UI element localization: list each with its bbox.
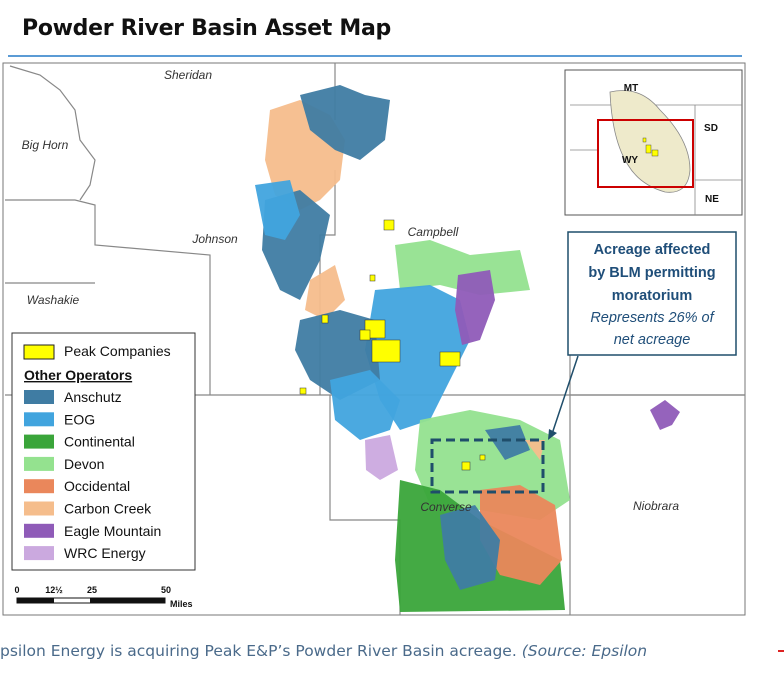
caption: psilon Energy is acquiring Peak E&P’s Po… <box>0 642 784 680</box>
peak-acreage <box>383 219 395 231</box>
peak-acreage <box>479 454 486 461</box>
county-label: Campbell <box>408 225 459 239</box>
peak-acreage <box>359 329 371 341</box>
legend-swatch <box>24 501 54 516</box>
legend-label: Carbon Creek <box>64 501 152 517</box>
acreage-area <box>305 265 345 320</box>
caption-source: (Source: Epsilon <box>521 642 648 660</box>
inset-map: MT SD WY NE <box>564 69 743 216</box>
peak-acreage <box>371 339 401 363</box>
inset-highlight <box>597 119 694 188</box>
acreage-area <box>440 505 500 590</box>
operator-acreage <box>255 85 680 612</box>
scale-label: 50 <box>161 585 171 595</box>
inset-acreage <box>642 137 659 157</box>
county-label: Niobrara <box>633 499 679 513</box>
county-label: Sheridan <box>164 68 212 82</box>
callout-text: net acreage <box>614 332 691 348</box>
acreage-area <box>255 180 300 240</box>
peak-acreage <box>461 461 471 471</box>
legend: Peak Companies Other Operators Anschutz E… <box>11 332 196 571</box>
acreage-area <box>480 485 562 585</box>
callout-arrow <box>551 355 579 435</box>
caption-text: psilon Energy is acquiring Peak E&P’s Po… <box>0 642 517 660</box>
legend-label: EOG <box>64 411 95 427</box>
scale-label: 12½ <box>45 585 63 595</box>
inset-label: WY <box>622 155 638 166</box>
acreage-area <box>485 425 530 460</box>
legend-swatch <box>23 344 55 360</box>
acreage-area <box>365 435 398 480</box>
legend-label: Continental <box>64 434 135 450</box>
callout-text: moratorium <box>612 288 693 304</box>
callout-text: Represents 26% of <box>590 310 715 326</box>
acreage-area <box>330 370 400 440</box>
legend-swatch <box>24 390 54 404</box>
inset-label: SD <box>704 123 718 134</box>
acreage-area <box>455 270 495 345</box>
callout-box <box>567 231 737 356</box>
legend-label: Anschutz <box>64 389 122 405</box>
title-rule <box>8 55 742 57</box>
callout-text: by BLM permitting <box>588 265 715 281</box>
scale-label: 25 <box>87 585 97 595</box>
legend-label: Peak Companies <box>64 343 171 359</box>
legend-swatch <box>24 412 54 427</box>
legend-label: WRC Energy <box>64 545 146 561</box>
peak-acreage <box>369 274 376 282</box>
legend-swatch <box>24 456 54 471</box>
acreage-area <box>650 400 680 430</box>
title: Powder River Basin Asset Map <box>22 16 391 41</box>
legend-swatch <box>24 546 54 561</box>
inset-label: NE <box>705 194 719 205</box>
arrow-head <box>548 429 557 440</box>
legend-heading: Other Operators <box>24 367 132 383</box>
county-label: Big Horn <box>22 138 69 152</box>
scale-unit: Miles <box>170 599 193 609</box>
acreage-area <box>395 240 530 295</box>
legend-label: Occidental <box>64 478 130 494</box>
edge-mark <box>778 650 784 652</box>
affected-area <box>430 438 545 494</box>
acreage-area <box>525 440 545 460</box>
legend-label: Eagle Mountain <box>64 523 161 539</box>
legend-label: Devon <box>64 456 104 472</box>
peak-acreage <box>439 351 461 367</box>
scale-label: 0 <box>14 585 19 595</box>
peak-acreage <box>321 314 329 324</box>
acreage-area <box>300 85 390 160</box>
county-label: Converse <box>420 500 472 514</box>
scale-bar: 0 12½ 25 50 Miles <box>14 585 192 609</box>
inset-label: MT <box>624 83 638 94</box>
callout-text: Acreage affected <box>594 242 711 258</box>
map: Sheridan Big Horn Johnson Campbell Washa… <box>2 62 746 616</box>
county-label: Washakie <box>27 293 80 307</box>
legend-swatch <box>24 523 54 538</box>
county-label: Johnson <box>191 232 238 246</box>
peak-acreage <box>299 387 307 395</box>
legend-swatch <box>24 479 54 494</box>
legend-swatch <box>24 434 54 449</box>
